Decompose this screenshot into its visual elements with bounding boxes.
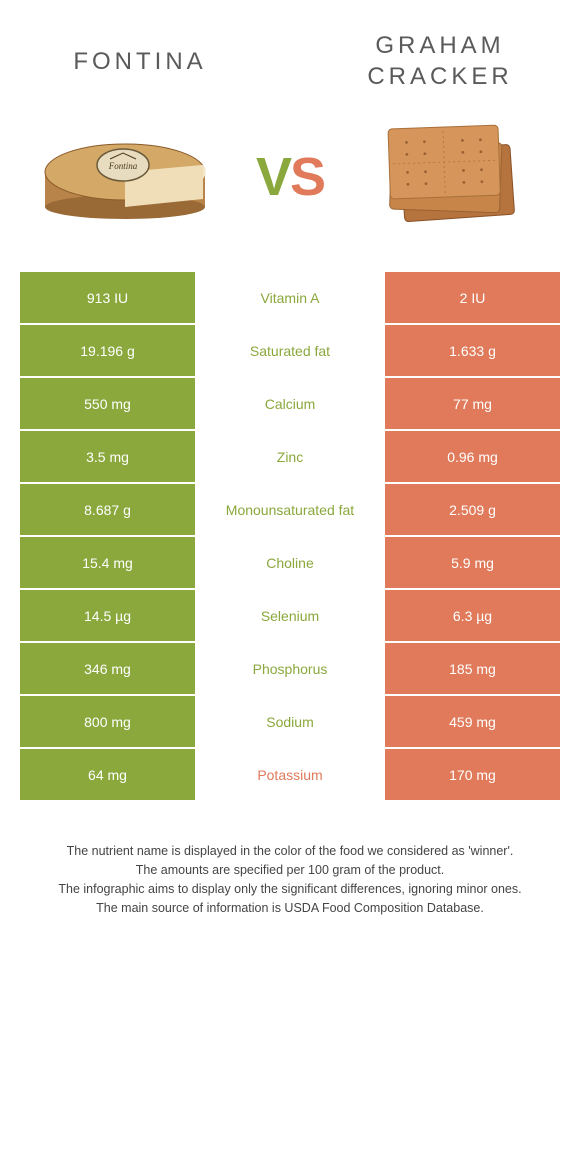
right-value-cell: 2.509 g <box>385 484 560 535</box>
nutrient-label-cell: Choline <box>195 537 385 588</box>
right-value-cell: 6.3 µg <box>385 590 560 641</box>
left-value-cell: 800 mg <box>20 696 195 747</box>
nutrient-label-cell: Vitamin A <box>195 272 385 323</box>
right-value-cell: 1.633 g <box>385 325 560 376</box>
nutrient-label-cell: Calcium <box>195 378 385 429</box>
table-row: 64 mgPotassium170 mg <box>20 749 560 802</box>
nutrient-label-cell: Selenium <box>195 590 385 641</box>
nutrient-label-cell: Sodium <box>195 696 385 747</box>
right-food-title: Graham Cracker <box>340 30 540 92</box>
footer-line-4: The main source of information is USDA F… <box>30 899 550 918</box>
left-value-cell: 913 IU <box>20 272 195 323</box>
table-row: 346 mgPhosphorus185 mg <box>20 643 560 696</box>
left-value-cell: 346 mg <box>20 643 195 694</box>
footer-line-3: The infographic aims to display only the… <box>30 880 550 899</box>
right-value-cell: 5.9 mg <box>385 537 560 588</box>
infographic-container: Fontina Graham Cracker Fontina VS <box>0 0 580 917</box>
vs-badge: VS <box>256 146 324 208</box>
nutrient-label-cell: Zinc <box>195 431 385 482</box>
table-row: 8.687 gMonounsaturated fat2.509 g <box>20 484 560 537</box>
right-value-cell: 0.96 mg <box>385 431 560 482</box>
left-food-image: Fontina <box>30 112 220 242</box>
right-value-cell: 459 mg <box>385 696 560 747</box>
left-value-cell: 15.4 mg <box>20 537 195 588</box>
table-row: 14.5 µgSelenium6.3 µg <box>20 590 560 643</box>
right-value-cell: 185 mg <box>385 643 560 694</box>
table-row: 15.4 mgCholine5.9 mg <box>20 537 560 590</box>
footer-line-2: The amounts are specified per 100 gram o… <box>30 861 550 880</box>
comparison-table: 913 IUVitamin A2 IU19.196 gSaturated fat… <box>20 272 560 802</box>
table-row: 800 mgSodium459 mg <box>20 696 560 749</box>
table-row: 19.196 gSaturated fat1.633 g <box>20 325 560 378</box>
images-row: Fontina VS <box>0 102 580 262</box>
right-value-cell: 170 mg <box>385 749 560 800</box>
svg-text:Fontina: Fontina <box>108 161 138 171</box>
nutrient-label-cell: Potassium <box>195 749 385 800</box>
left-value-cell: 14.5 µg <box>20 590 195 641</box>
left-value-cell: 64 mg <box>20 749 195 800</box>
footer-line-1: The nutrient name is displayed in the co… <box>30 842 550 861</box>
nutrient-label-cell: Saturated fat <box>195 325 385 376</box>
left-value-cell: 8.687 g <box>20 484 195 535</box>
vs-letter-s: S <box>290 147 324 207</box>
right-food-image <box>360 112 550 242</box>
right-value-cell: 2 IU <box>385 272 560 323</box>
table-row: 913 IUVitamin A2 IU <box>20 272 560 325</box>
right-value-cell: 77 mg <box>385 378 560 429</box>
left-value-cell: 3.5 mg <box>20 431 195 482</box>
footer-notes: The nutrient name is displayed in the co… <box>30 842 550 917</box>
left-food-title: Fontina <box>40 46 240 77</box>
left-value-cell: 19.196 g <box>20 325 195 376</box>
header-row: Fontina Graham Cracker <box>0 0 580 102</box>
nutrient-label-cell: Monounsaturated fat <box>195 484 385 535</box>
cracker-icon <box>370 117 540 237</box>
left-value-cell: 550 mg <box>20 378 195 429</box>
table-row: 3.5 mgZinc0.96 mg <box>20 431 560 484</box>
table-row: 550 mgCalcium77 mg <box>20 378 560 431</box>
vs-letter-v: V <box>256 147 290 207</box>
cheese-icon: Fontina <box>35 117 215 237</box>
nutrient-label-cell: Phosphorus <box>195 643 385 694</box>
